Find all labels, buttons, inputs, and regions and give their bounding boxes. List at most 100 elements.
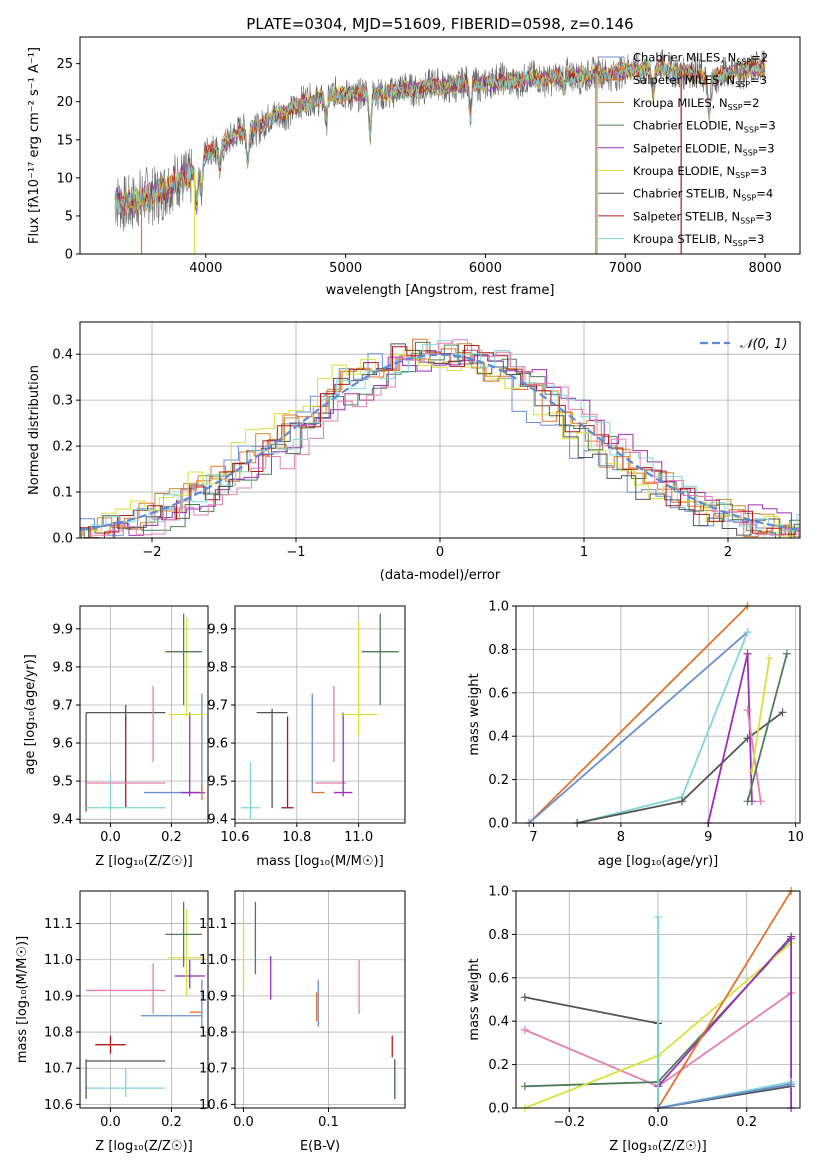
weight-marker xyxy=(765,654,774,663)
weight-marker xyxy=(787,932,796,941)
x-tick-label: −1 xyxy=(286,545,305,560)
legend: Chabrier MILES, NSSP=2 Salpeter MILES, NS… xyxy=(598,51,776,248)
y-tick-label: 0.2 xyxy=(488,773,509,788)
y-tick-label: 9.5 xyxy=(207,775,228,790)
axes-frame xyxy=(79,36,801,255)
y-tick-label: 0.8 xyxy=(488,643,509,658)
legend-entry: Kroupa STELIB, NSSP=3 xyxy=(633,232,764,248)
y-axis-label: mass weight xyxy=(467,673,482,755)
x-axis-label: Z [log₁₀(Z/Z☉)] xyxy=(95,854,192,869)
x-tick-label: 7000 xyxy=(609,261,642,276)
weight-marker xyxy=(743,628,752,637)
y-tick-label: 1.0 xyxy=(488,885,509,900)
axes-age-vs-Z: 0.0 0.2 9.4 9.5 9.6 9.7 9.8 9.9 Z [log₁₀(Z/Z☉)] a… xyxy=(23,605,209,869)
weight-line-kroupa-elodie xyxy=(751,657,771,772)
y-tick-label: 9.4 xyxy=(207,813,228,828)
axes-spectrum: 4000 5000 6000 7000 8000 0 5 10 15 20 25 wavelength… xyxy=(27,36,801,298)
x-tick-label: 0.0 xyxy=(100,830,121,845)
axes-frame xyxy=(79,890,209,1109)
y-tick-label: 0.2 xyxy=(488,1058,509,1073)
x-axis-label: (data-model)/error xyxy=(380,568,501,583)
spectrum-salpeter-stelib xyxy=(114,58,766,217)
y-tick-label: 0.1 xyxy=(52,486,73,501)
y-tick-label: 0.0 xyxy=(52,532,73,547)
legend: 𝒩(0, 1) xyxy=(700,337,787,352)
histogram-chabrier-elodie xyxy=(80,341,800,538)
plot-area-age-vs-Z xyxy=(85,613,205,812)
x-tick-label: 5000 xyxy=(329,261,362,276)
weight-line-chabrier-miles xyxy=(528,631,749,824)
y-tick-label: 0.8 xyxy=(488,928,509,943)
axes-massweight-vs-age: 7 8 9 10 0.0 0.2 0.4 0.6 0.8 1.0 age [log₁₀(age/yr… xyxy=(467,600,804,870)
spectrum-kroupa-miles xyxy=(114,58,766,215)
y-axis-label: mass [log₁₀(M/M☉)] xyxy=(15,936,30,1063)
histogram-salpeter-stelib xyxy=(80,345,800,538)
x-tick-label: 0.2 xyxy=(161,1115,182,1130)
y-tick-label: 25 xyxy=(56,57,73,72)
legend-entry: Salpeter MILES, NSSP=3 xyxy=(633,73,767,89)
y-tick-label: 0.6 xyxy=(488,971,509,986)
legend-entry: Salpeter STELIB, NSSP=3 xyxy=(633,209,772,225)
axes-massweight-vs-Z: −0.2 0.0 0.2 0.0 0.2 0.4 0.6 0.8 1.0 Z [log₁₀(Z/Z… xyxy=(467,885,801,1154)
y-tick-label: 0.3 xyxy=(52,394,73,409)
histogram-salpeter-elodie xyxy=(80,355,800,538)
histogram-pink xyxy=(80,339,800,538)
y-tick-label: 10.9 xyxy=(199,989,228,1004)
figure-title: PLATE=0304, MJD=51609, FIBERID=0598, z=0… xyxy=(246,15,633,33)
axes-mass-vs-EBV: 0.0 0.1 10.6 10.7 10.8 10.9 11.0 11.1 E(B-V) xyxy=(199,890,406,1154)
weight-marker xyxy=(520,1025,529,1034)
legend-entry: Kroupa MILES, NSSP=2 xyxy=(633,96,759,112)
x-tick-label: 6000 xyxy=(469,261,502,276)
x-tick-label: 0 xyxy=(436,545,444,560)
axes-frame xyxy=(234,890,406,1109)
x-tick-label: 4000 xyxy=(189,261,222,276)
weight-marker xyxy=(756,797,765,806)
x-tick-label: −0.2 xyxy=(553,1115,585,1130)
y-tick-label: 9.9 xyxy=(207,622,228,637)
x-axis-label: E(B-V) xyxy=(300,1139,340,1154)
x-tick-label: 2 xyxy=(724,545,732,560)
x-tick-label: 11.0 xyxy=(344,830,373,845)
x-axis-label: mass [log₁₀(M/M☉)] xyxy=(256,854,383,869)
legend-entry: Kroupa ELODIE, NSSP=3 xyxy=(633,164,767,180)
y-tick-label: 10.9 xyxy=(44,989,73,1004)
x-tick-label: 1 xyxy=(580,545,588,560)
y-tick-label: 9.9 xyxy=(52,622,73,637)
x-tick-label: 10.6 xyxy=(221,830,250,845)
y-tick-label: 10.6 xyxy=(44,1098,73,1113)
y-tick-label: 9.7 xyxy=(52,698,73,713)
weight-marker xyxy=(782,649,791,658)
x-axis-label: age [log₁₀(age/yr)] xyxy=(598,854,719,869)
weight-marker xyxy=(743,706,752,715)
y-tick-label: 0.4 xyxy=(488,1015,509,1030)
y-tick-label: 9.4 xyxy=(52,813,73,828)
x-tick-label: 0.0 xyxy=(648,1115,669,1130)
y-tick-label: 10.6 xyxy=(199,1098,228,1113)
y-tick-label: 9.6 xyxy=(207,737,228,752)
plot-area-massweight-vs-Z xyxy=(520,887,796,1112)
weight-marker xyxy=(743,649,752,658)
normal-curve xyxy=(80,353,800,531)
plot-area-mass-vs-EBV xyxy=(242,901,397,1099)
y-axis-label: Flux [fλ10⁻¹⁷ erg cm⁻² s⁻¹ A⁻¹] xyxy=(27,47,42,244)
y-tick-label: 9.6 xyxy=(52,737,73,752)
weight-line-chabrier-elodie xyxy=(746,653,788,802)
weight-marker xyxy=(747,766,756,775)
y-tick-label: 11.1 xyxy=(44,917,73,932)
y-axis-label: mass weight xyxy=(467,958,482,1040)
y-tick-label: 11.0 xyxy=(44,953,73,968)
y-tick-label: 0.4 xyxy=(52,348,73,363)
y-axis-label: age [log₁₀(age/yr)] xyxy=(23,654,38,775)
legend-entry: 𝒩(0, 1) xyxy=(740,337,787,352)
x-tick-label: 9 xyxy=(704,830,712,845)
axes-frame xyxy=(515,605,801,824)
weight-marker xyxy=(520,993,529,1002)
legend-entry: Chabrier MILES, NSSP=2 xyxy=(633,51,768,67)
weight-marker xyxy=(743,797,752,806)
weight-line-salpeter-miles xyxy=(528,605,749,824)
x-axis-label: wavelength [Angstrom, rest frame] xyxy=(326,283,555,298)
y-tick-label: 0.6 xyxy=(488,686,509,701)
histogram-kroupa-stelib xyxy=(80,340,800,538)
axes-residuals: −2 −1 0 1 2 0.0 0.1 0.2 0.3 0.4 (data-model)/error… xyxy=(27,321,801,583)
